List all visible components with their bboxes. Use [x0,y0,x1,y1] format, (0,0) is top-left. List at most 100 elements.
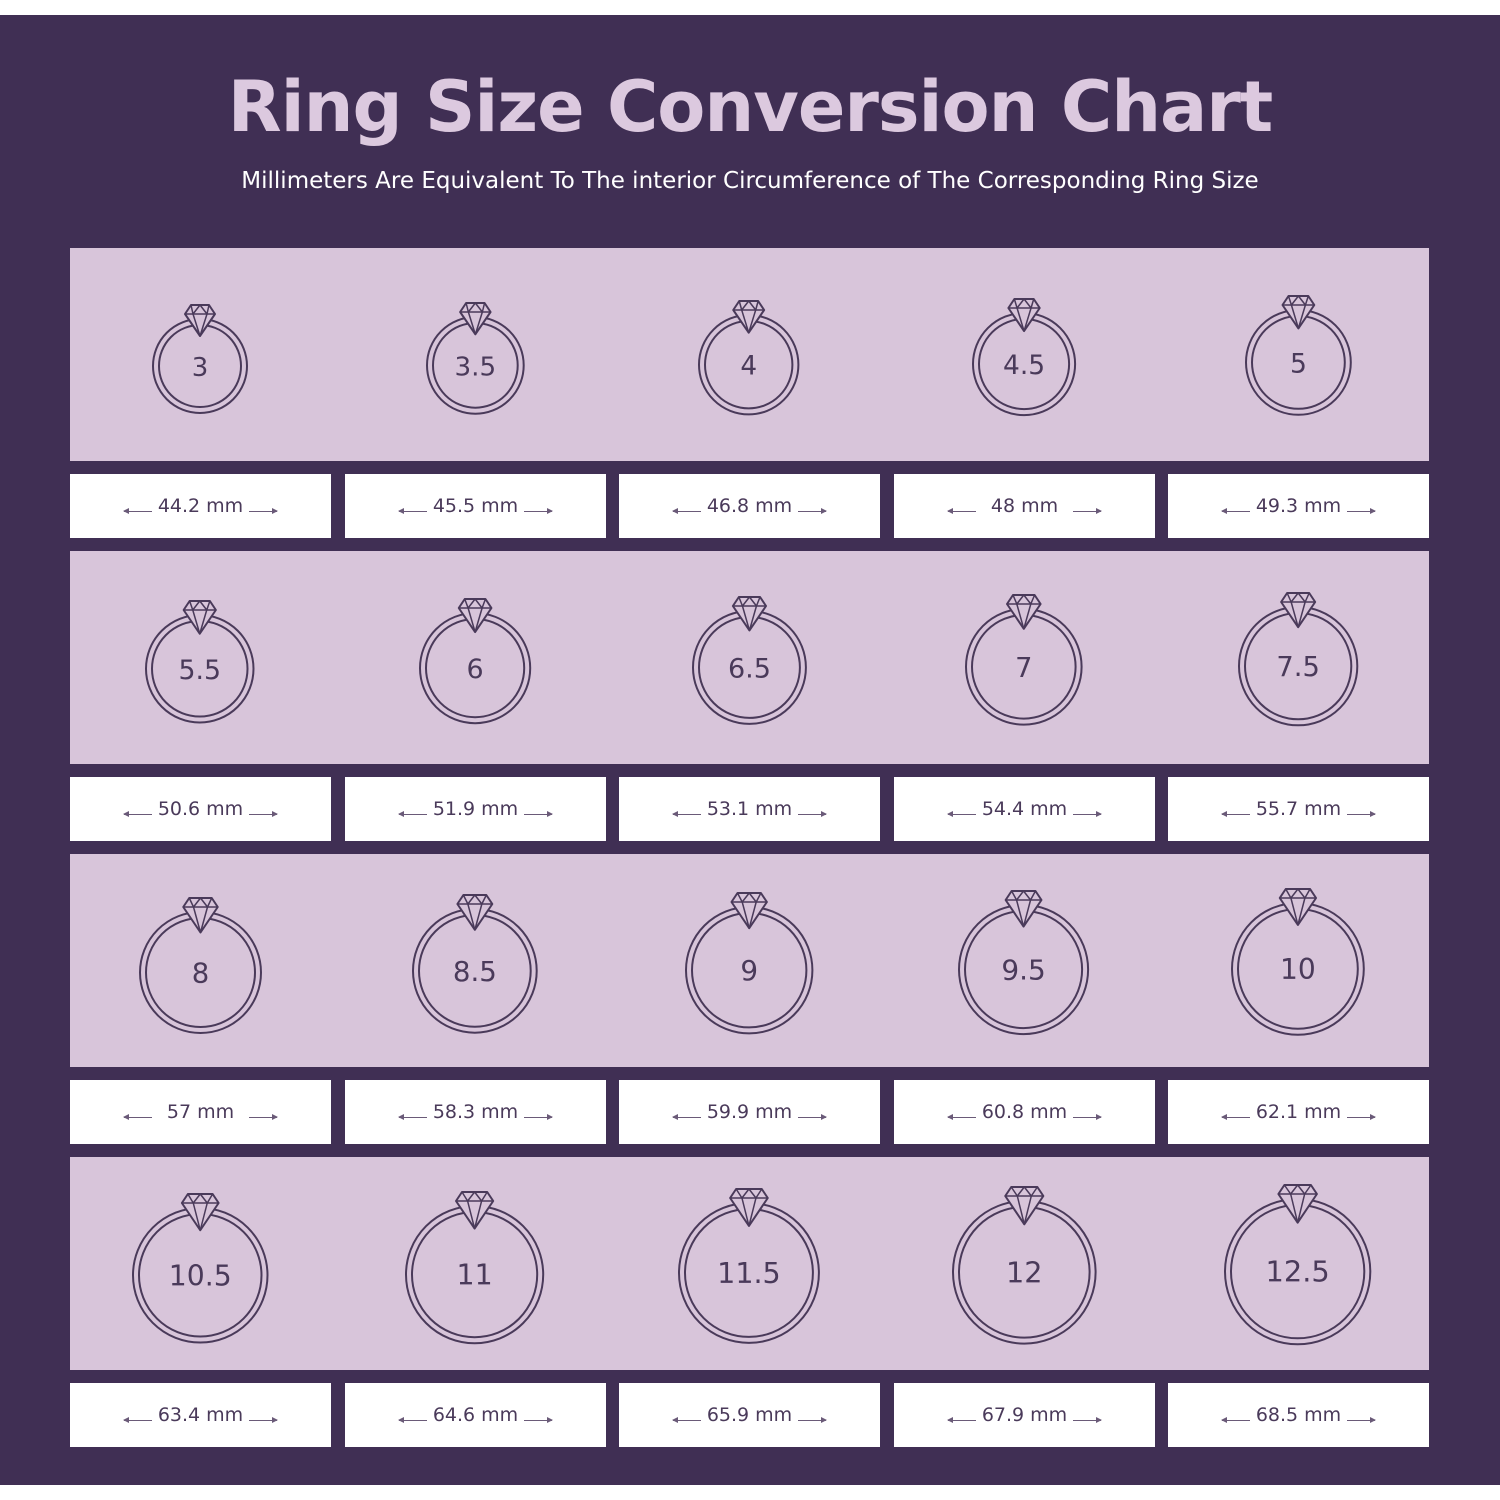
ring-size-label: 12.5 [1266,1255,1330,1289]
diamond-icon [1005,890,1043,928]
ring-size-label: 6 [466,654,483,685]
arrow-right-icon [524,1417,553,1423]
ring-with-diamond-icon: 3.5 [425,301,525,415]
arrow-right-icon [798,1417,827,1423]
arrow-right-icon [249,508,278,514]
ring-size-label: 8.5 [453,955,497,988]
arrow-left-icon [672,811,701,817]
ring-with-diamond-icon: 7.5 [1237,591,1359,726]
ring-with-diamond-icon: 6 [418,598,532,725]
circumference-value: 60.8 mm [981,1101,1068,1123]
circumference-value: 64.6 mm [432,1404,519,1426]
arrow-left-icon [947,1114,976,1120]
circumference-cell: 59.9 mm [619,1080,880,1144]
circumference-cell: 57 mm [70,1080,331,1144]
arrow-right-icon [1073,508,1102,514]
circumference-value: 62.1 mm [1255,1101,1342,1123]
arrow-left-icon [1221,811,1250,817]
diamond-icon [1006,593,1042,630]
ring-with-diamond-icon: 9 [684,892,814,1035]
circumference-value: 45.5 mm [432,495,519,517]
arrow-left-icon [1221,1114,1250,1120]
arrow-left-icon [1221,1417,1250,1423]
circumference-value: 49.3 mm [1255,495,1342,517]
arrow-left-icon [672,1114,701,1120]
circumference-cell: 65.9 mm [619,1383,880,1447]
ring-row-band [70,854,1429,1067]
ring-size-label: 7 [1015,653,1032,684]
circumference-cell: 55.7 mm [1168,777,1429,841]
arrow-left-icon [947,508,976,514]
diamond-icon [1278,887,1318,926]
circumference-value: 57 mm [166,1101,235,1123]
arrow-left-icon [672,508,701,514]
ring-size-label: 8 [191,957,209,989]
ring-size-label: 10 [1280,953,1316,986]
ring-size-label: 4 [741,351,758,381]
circumference-value: 67.9 mm [981,1404,1068,1426]
diamond-icon [1277,1184,1319,1224]
circumference-value: 54.4 mm [981,798,1068,820]
circumference-value: 55.7 mm [1255,798,1342,820]
circumference-value: 50.6 mm [157,798,244,820]
diamond-icon [455,1190,495,1230]
arrow-right-icon [798,508,827,514]
arrow-right-icon [798,811,827,817]
ring-with-diamond-icon: 5 [1244,295,1352,417]
diamond-icon [732,299,766,334]
diamond-icon [458,301,492,336]
circumference-value: 58.3 mm [432,1101,519,1123]
arrow-right-icon [249,1114,278,1120]
circumference-cell: 48 mm [894,474,1155,538]
ring-size-label: 9 [740,954,758,987]
ring-with-diamond-icon: 8.5 [412,894,538,1035]
arrow-right-icon [1347,811,1376,817]
ring-row-band [70,248,1429,461]
ring-with-diamond-icon: 4.5 [971,297,1077,416]
arrow-left-icon [398,811,427,817]
arrow-right-icon [524,811,553,817]
arrow-right-icon [524,508,553,514]
diamond-icon [184,304,216,337]
ring-with-diamond-icon: 6.5 [691,595,807,725]
circumference-value: 48 mm [990,495,1059,517]
circumference-cell: 58.3 mm [345,1080,606,1144]
ring-with-diamond-icon: 10.5 [131,1192,269,1344]
circumference-cell: 46.8 mm [619,474,880,538]
arrow-right-icon [1347,508,1376,514]
diamond-icon [1003,1186,1045,1226]
diamond-icon [180,1192,220,1231]
diamond-icon [181,896,219,933]
diamond-icon [731,595,767,632]
diamond-icon [1281,295,1315,330]
ring-size-label: 7.5 [1276,652,1320,683]
ring-with-diamond-icon: 10 [1231,887,1365,1036]
arrow-left-icon [123,1114,152,1120]
ring-size-label: 12 [1006,1256,1043,1290]
ring-with-diamond-icon: 11 [405,1190,545,1344]
arrow-right-icon [524,1114,553,1120]
ring-with-diamond-icon: 7 [965,593,1083,726]
page-subtitle: Millimeters Are Equivalent To The interi… [241,168,1259,194]
diamond-icon [456,894,494,932]
circumference-value: 46.8 mm [706,495,793,517]
arrow-right-icon [1347,1417,1376,1423]
arrow-right-icon [1073,811,1102,817]
ring-size-label: 5 [1290,349,1307,380]
ring-with-diamond-icon: 9.5 [958,890,1090,1036]
arrow-left-icon [398,1114,427,1120]
diamond-icon [730,892,768,930]
ring-with-diamond-icon: 8 [138,896,262,1034]
circumference-cell: 50.6 mm [70,777,331,841]
diamond-icon [729,1188,769,1228]
circumference-cell: 45.5 mm [345,474,606,538]
ring-row-band [70,551,1429,764]
arrow-left-icon [123,508,152,514]
circumference-cell: 54.4 mm [894,777,1155,841]
ring-with-diamond-icon: 3 [152,304,248,414]
arrow-left-icon [947,811,976,817]
ring-size-label: 10.5 [169,1259,232,1292]
ring-with-diamond-icon: 11.5 [678,1188,820,1345]
arrow-right-icon [1347,1114,1376,1120]
ring-size-label: 5.5 [179,655,222,686]
